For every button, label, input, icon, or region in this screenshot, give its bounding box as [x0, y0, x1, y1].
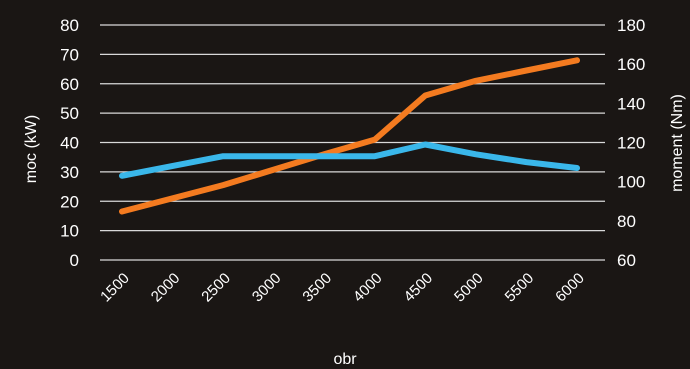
x-axis-label: obr [333, 351, 357, 368]
y-left-tick-label: 0 [70, 251, 79, 270]
y-right-tick-label: 80 [617, 212, 636, 231]
y-left-tick-label: 70 [60, 45, 79, 64]
x-axis-ticks: 1500 2000 2500 3000 3500 4000 4500 5000 5500 6000 [97, 270, 588, 306]
series-line-moment [119, 141, 580, 179]
right-axis-ticks: 60 80 100 120 140 160 180 [617, 16, 645, 270]
x-tick-label: 6000 [552, 270, 588, 306]
y-left-tick-label: 20 [60, 192, 79, 211]
y-left-tick-label: 50 [60, 104, 79, 123]
x-tick-label: 4500 [401, 270, 437, 306]
y-right-tick-label: 180 [617, 16, 645, 35]
y-right-tick-label: 100 [617, 173, 645, 192]
y-left-tick-label: 60 [60, 75, 79, 94]
series-line-power [119, 57, 580, 215]
x-tick-label: 5500 [502, 270, 538, 306]
x-tick-label: 2000 [148, 270, 184, 306]
y-axis-right-label: moment (Nm) [669, 94, 686, 192]
x-tick-label: 5000 [451, 270, 487, 306]
y-right-tick-label: 60 [617, 251, 636, 270]
x-tick-label: 3500 [299, 270, 335, 306]
x-tick-label: 3000 [249, 270, 285, 306]
y-right-tick-label: 160 [617, 55, 645, 74]
y-left-tick-label: 40 [60, 134, 79, 153]
x-tick-label: 4000 [350, 270, 386, 306]
y-right-tick-label: 120 [617, 134, 645, 153]
gridlines [100, 24, 605, 261]
y-axis-left-label: moc (kW) [23, 115, 40, 183]
x-tick-label: 2500 [198, 270, 234, 306]
series-lines [119, 57, 580, 215]
y-left-tick-label: 10 [60, 222, 79, 241]
x-tick-label: 1500 [97, 270, 133, 306]
y-left-tick-label: 80 [60, 16, 79, 35]
y-right-tick-label: 140 [617, 94, 645, 113]
y-left-tick-label: 30 [60, 163, 79, 182]
left-axis-ticks: 0 10 20 30 40 50 60 70 80 [60, 16, 79, 270]
